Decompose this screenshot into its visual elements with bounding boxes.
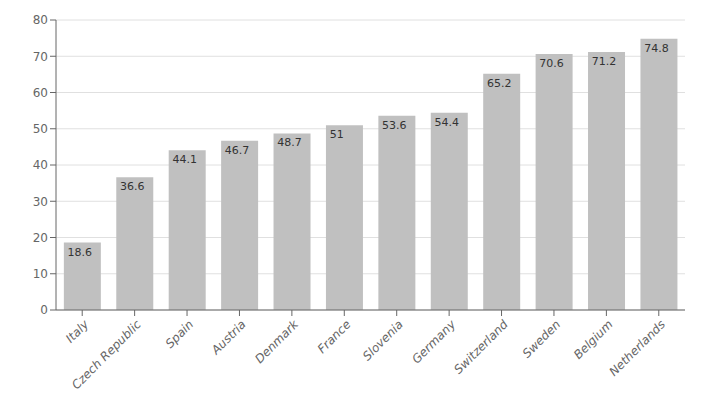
svg-text:40: 40	[33, 158, 48, 172]
svg-text:48.7: 48.7	[277, 136, 302, 149]
svg-text:71.2: 71.2	[592, 55, 617, 68]
svg-text:36.6: 36.6	[120, 180, 144, 193]
svg-text:Germany: Germany	[409, 317, 459, 367]
svg-text:46.7: 46.7	[225, 144, 250, 157]
svg-text:50: 50	[33, 122, 48, 136]
svg-text:60: 60	[33, 86, 48, 100]
svg-text:51: 51	[330, 128, 344, 141]
svg-text:Italy: Italy	[63, 317, 92, 346]
svg-text:Slovenia: Slovenia	[360, 317, 406, 363]
svg-text:France: France	[315, 317, 354, 356]
svg-text:10: 10	[33, 267, 48, 281]
svg-text:20: 20	[33, 231, 48, 245]
svg-text:44.1: 44.1	[172, 153, 197, 166]
svg-text:65.2: 65.2	[487, 77, 512, 90]
svg-text:80: 80	[33, 13, 48, 27]
svg-text:Switzerland: Switzerland	[451, 317, 511, 377]
svg-text:Austria: Austria	[208, 317, 249, 358]
svg-text:Spain: Spain	[163, 317, 197, 351]
svg-text:18.6: 18.6	[68, 246, 93, 259]
svg-text:54.4: 54.4	[434, 116, 459, 129]
svg-text:Netherlands: Netherlands	[606, 317, 668, 379]
svg-text:Denmark: Denmark	[252, 317, 302, 367]
svg-text:0: 0	[40, 303, 48, 317]
svg-text:70: 70	[33, 50, 48, 64]
svg-text:Czech Republic: Czech Republic	[69, 317, 144, 392]
svg-text:Belgium: Belgium	[571, 317, 616, 362]
svg-text:30: 30	[33, 195, 48, 209]
svg-text:70.6: 70.6	[539, 57, 564, 70]
svg-text:Sweden: Sweden	[520, 317, 563, 360]
svg-text:74.8: 74.8	[644, 42, 669, 55]
svg-text:53.6: 53.6	[382, 119, 407, 132]
